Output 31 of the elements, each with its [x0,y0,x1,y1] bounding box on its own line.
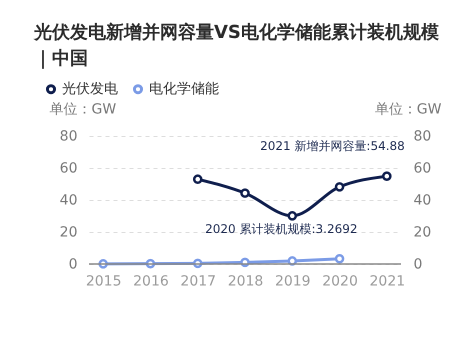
x-tick-label: 2019 [274,274,311,290]
point [287,256,298,266]
y2-tick-label: 20 [414,224,432,240]
point [287,211,298,221]
x-tick-label: 2016 [133,274,169,290]
y2-tick-label: 80 [414,128,432,144]
y2-axis-title: 单位：GW [374,102,442,118]
x-tick-label: 2018 [228,274,264,290]
y-tick-label: 20 [60,224,78,240]
y-tick-label: 40 [60,192,78,208]
annotation: 2020 累计装机规模:3.2692 [205,222,358,236]
x-tick-label: 2020 [322,274,358,290]
y-tick-label: 60 [60,160,78,176]
point [334,182,344,192]
point [334,254,344,264]
y2-tick-label: 60 [414,160,432,176]
y-axis-title: 单位：GW [50,102,116,118]
y-tick-label: 80 [60,128,78,144]
y-tick-label: 0 [68,256,78,272]
x-tick-label: 2015 [86,274,122,290]
y2-tick-label: 0 [414,256,422,272]
x-tick-label: 2021 [370,274,406,290]
x-tick-label: 2017 [180,274,216,290]
point [382,171,392,181]
y2-tick-label: 40 [414,192,432,208]
annotation: 2021 新增并网容量:54.88 [260,139,405,154]
legend-label: 电化学储能 [149,81,219,98]
point [192,174,203,184]
point [240,188,250,198]
legend-label: 光伏发电 [62,81,118,98]
chart-title: 光伏发电新增并网容量VS电化学储能累计装机规模｜中国 [34,21,440,71]
